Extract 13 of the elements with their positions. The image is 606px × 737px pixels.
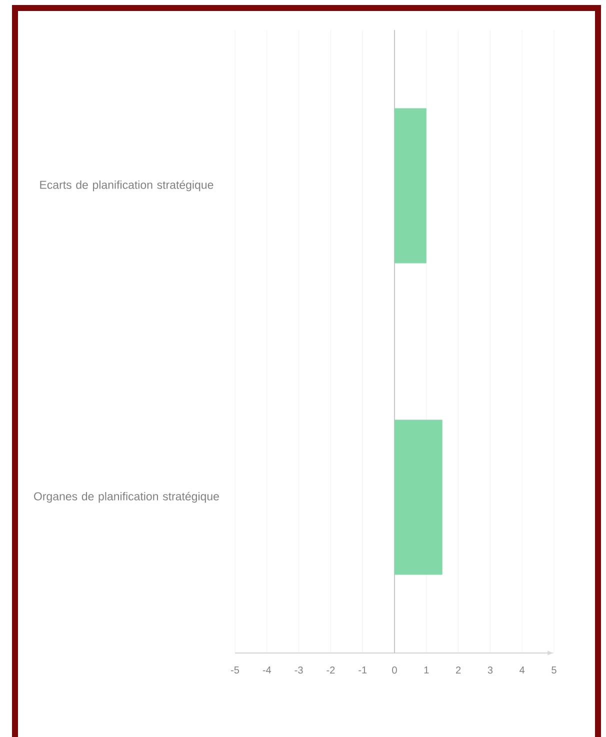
x-tick-label: 0 [392,666,397,674]
x-tick-label: -5 [230,666,240,674]
x-tick-label: 1 [424,666,429,674]
x-tick-label: 5 [552,666,556,674]
x-tick-label: -4 [262,666,272,674]
x-tick-label: -3 [294,666,303,674]
x-tick-label: 3 [488,666,493,674]
x-tick-label: -2 [326,666,335,674]
y-tick-label: Ecarts de planification stratégique [40,180,214,192]
x-tick-label: 2 [456,666,461,674]
x-tick-label: 4 [520,666,525,674]
y-tick-label: Organes de planification stratégique [34,492,219,503]
x-tick-label: -1 [358,666,367,674]
